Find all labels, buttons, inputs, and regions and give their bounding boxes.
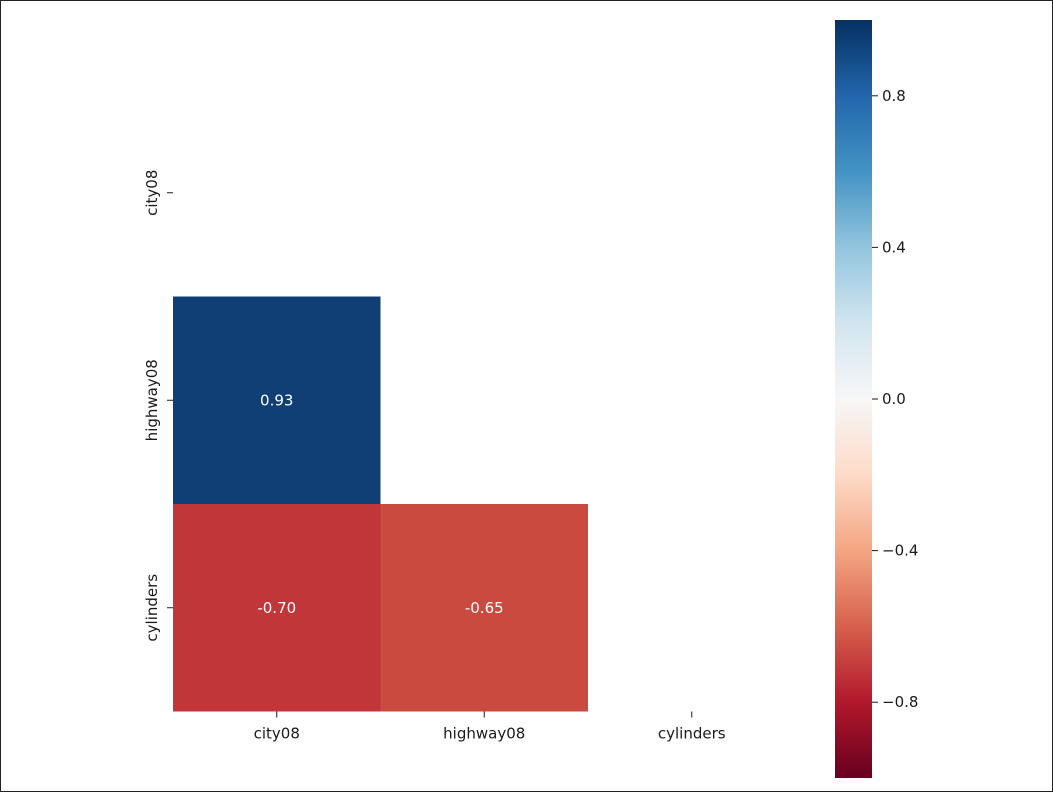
colorbar-tick-label: 0.8 — [882, 87, 906, 105]
x-tick-label-highway08: highway08 — [443, 725, 525, 743]
colorbar-tick-label: 0.0 — [882, 390, 906, 408]
cell-value-label: -0.65 — [465, 599, 504, 617]
colorbar-tick-label: −0.8 — [882, 693, 918, 711]
x-tick-label-city08: city08 — [254, 725, 300, 743]
cell-value-label: -0.70 — [257, 599, 296, 617]
y-tick-label-cylinders: cylinders — [143, 574, 161, 642]
colorbar-tick-label: −0.4 — [882, 542, 918, 560]
y-tick-label-city08: city08 — [143, 170, 161, 216]
y-tick-label-highway08: highway08 — [143, 359, 161, 441]
heatmap-cell-cylinders-city08 — [173, 504, 381, 712]
heatmap-plot-area: 0.93 -0.70 -0.65 city08 highway08 cylinders ci… — [143, 170, 726, 743]
colorbar-gradient — [835, 20, 872, 778]
cell-value-label: 0.93 — [260, 391, 293, 409]
colorbar: 0.8 0.4 0.0 −0.4 −0.8 — [835, 20, 918, 778]
heatmap-cell-cylinders-highway08 — [380, 504, 588, 712]
heatmap-cell-highway08-city08 — [173, 296, 381, 504]
x-tick-label-cylinders: cylinders — [658, 725, 726, 743]
colorbar-tick-label: 0.4 — [882, 238, 906, 256]
